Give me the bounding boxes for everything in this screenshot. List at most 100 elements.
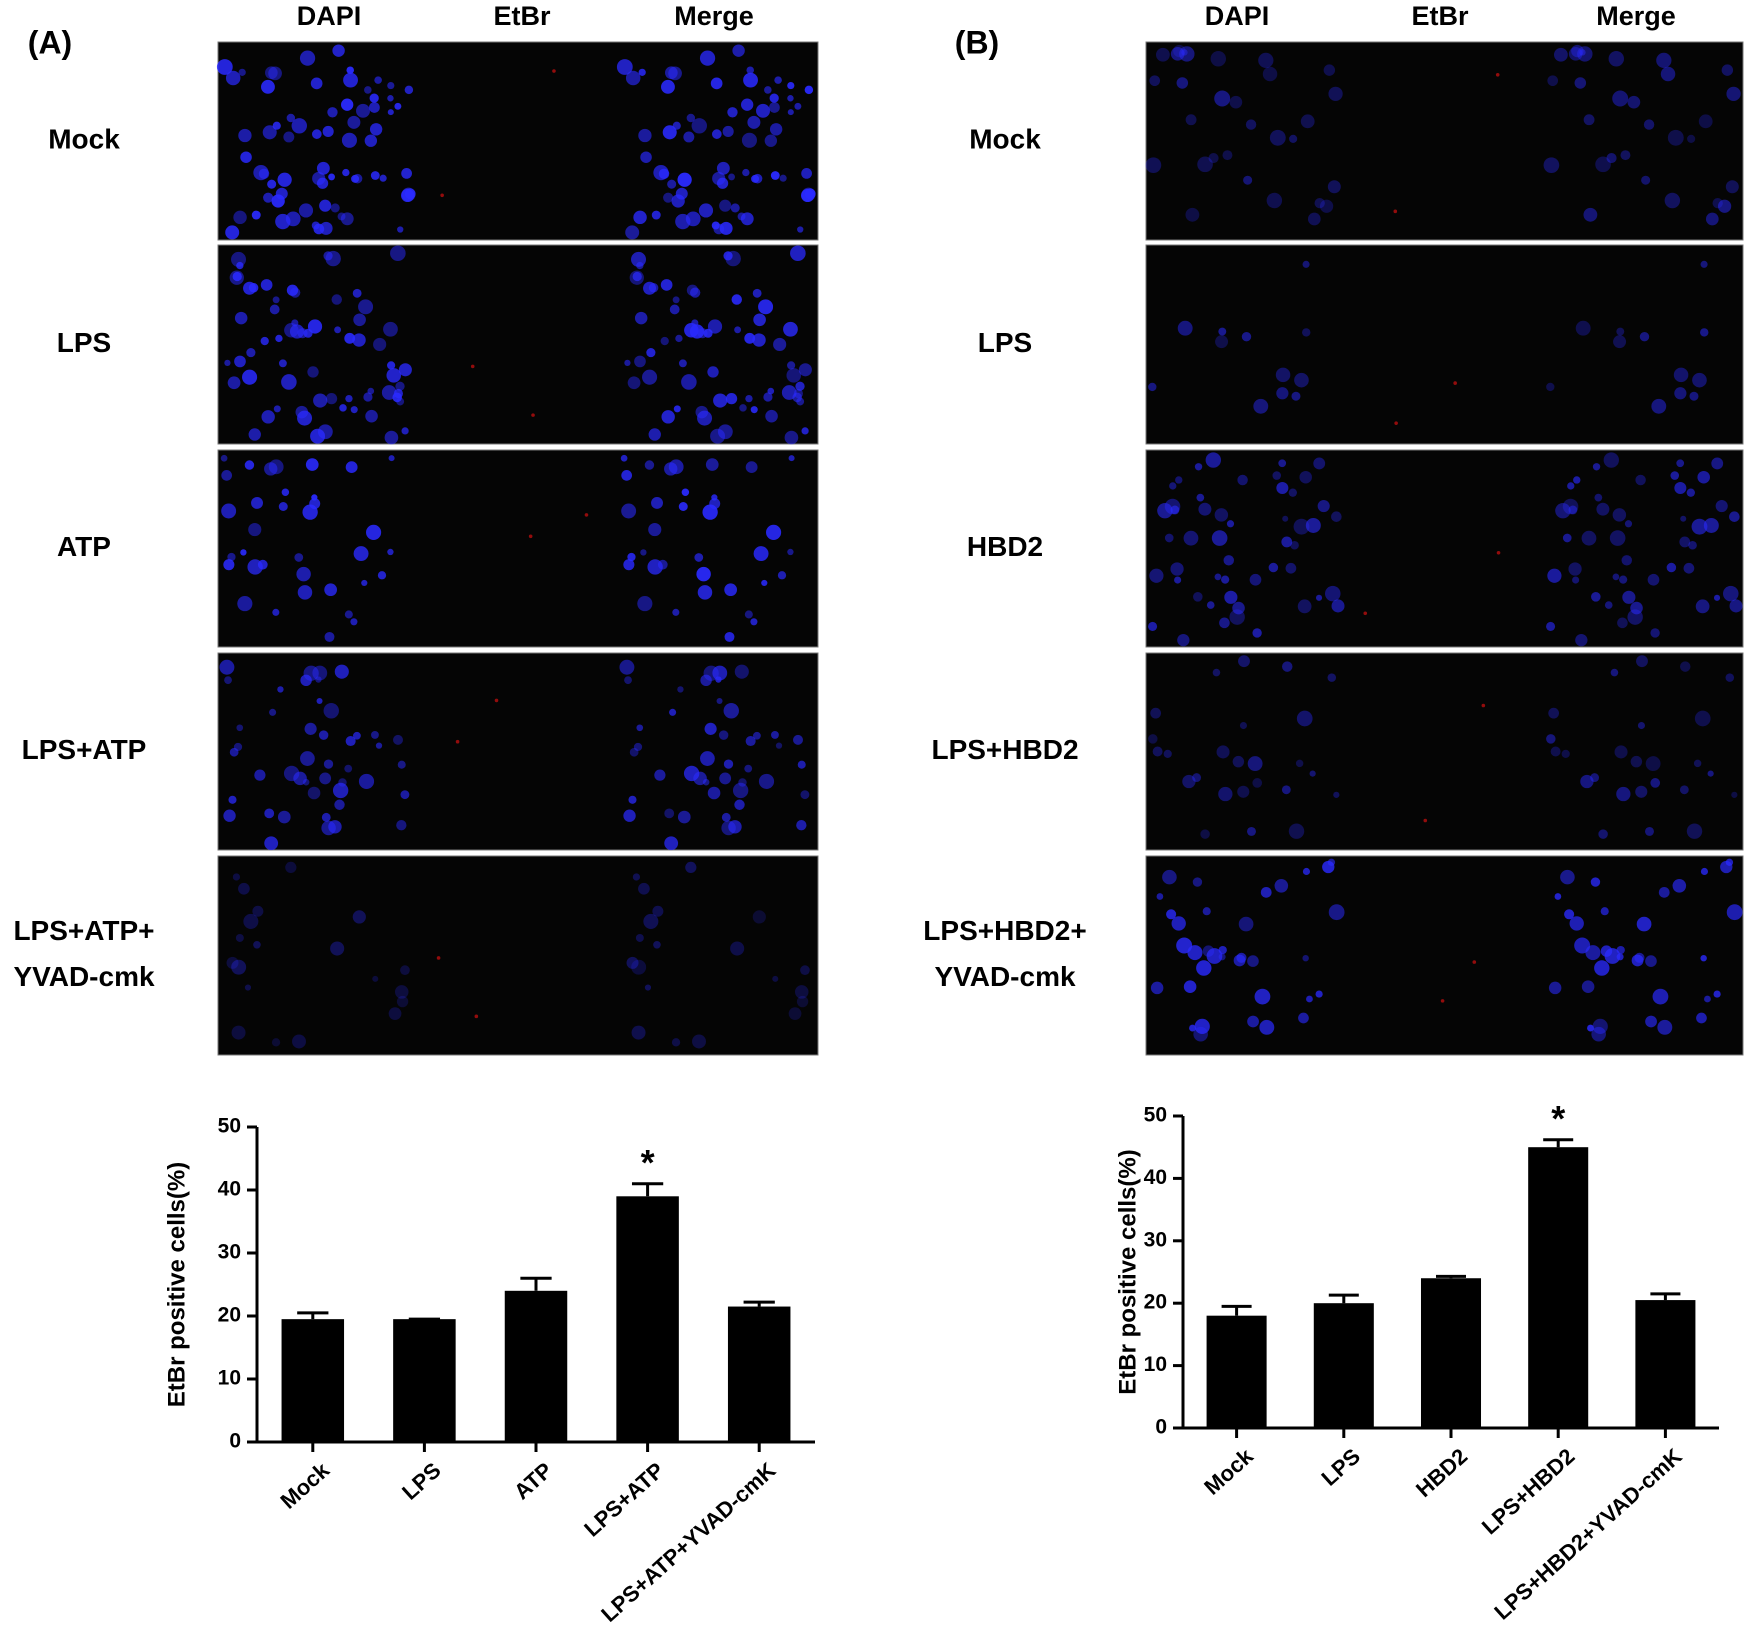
nucleus [254, 769, 266, 781]
nucleus [1148, 734, 1158, 744]
nucleus [711, 221, 720, 230]
nucleus [1547, 568, 1562, 583]
nucleus [1155, 47, 1170, 62]
nucleus [369, 102, 380, 113]
nucleus [685, 861, 697, 874]
nucleus [1616, 327, 1625, 336]
nucleus [240, 151, 252, 163]
nucleus [1608, 51, 1625, 67]
nucleus [317, 424, 333, 440]
nucleus [1218, 327, 1227, 336]
nucleus [1319, 199, 1334, 213]
nucleus [787, 95, 794, 102]
nucleus [366, 524, 382, 540]
nucleus [1252, 778, 1263, 788]
nucleus [1652, 988, 1669, 1005]
nucleus [243, 913, 259, 929]
nucleus [283, 765, 300, 782]
nucleus [1579, 49, 1586, 56]
nucleus [627, 552, 636, 562]
nucleus [1173, 44, 1186, 58]
nucleus [1630, 755, 1643, 768]
nucleus [353, 731, 361, 740]
nucleus [663, 192, 674, 203]
nucleus [275, 334, 283, 343]
nucleus [661, 79, 675, 94]
nucleus [800, 965, 810, 975]
nucleus [623, 809, 636, 822]
nucleus [1170, 47, 1185, 61]
y-tick-label: 20 [218, 1304, 241, 1327]
micrograph [1145, 244, 1744, 445]
nucleus [232, 873, 241, 881]
nucleus [231, 959, 247, 975]
nucleus [300, 751, 315, 766]
nucleus [794, 985, 809, 999]
nucleus [1695, 599, 1710, 614]
nucleus [721, 820, 736, 836]
nucleus [1327, 673, 1337, 682]
nucleus [307, 786, 321, 800]
nucleus [739, 404, 747, 412]
etbr-signal [1394, 421, 1398, 425]
nucleus [1302, 328, 1311, 337]
nucleus [796, 820, 807, 831]
nucleus [1674, 482, 1687, 495]
nucleus [272, 296, 280, 304]
nucleus [764, 134, 778, 147]
nucleus [1680, 515, 1687, 522]
nucleus [281, 374, 297, 390]
nucleus [1645, 756, 1661, 772]
nucleus [744, 332, 756, 344]
column-header: DAPI [297, 1, 362, 31]
nucleus [1252, 628, 1262, 638]
nucleus [672, 608, 680, 616]
nucleus [1613, 335, 1627, 349]
nucleus [1610, 668, 1619, 677]
nucleus [394, 102, 402, 110]
nucleus [1658, 886, 1670, 898]
nucleus [702, 504, 718, 520]
nucleus [1245, 119, 1257, 130]
nucleus [664, 836, 679, 851]
y-tick-label: 50 [1144, 1104, 1167, 1127]
error-bar [1221, 1304, 1252, 1316]
nucleus [313, 393, 328, 408]
nucleus [718, 730, 729, 740]
nucleus [1268, 562, 1279, 573]
nucleus [228, 795, 237, 804]
nucleus [1206, 601, 1215, 609]
nucleus [1210, 51, 1227, 67]
nucleus [697, 328, 708, 339]
nucleus [756, 103, 770, 118]
nucleus [1224, 590, 1238, 604]
nucleus [223, 809, 236, 822]
nucleus [1637, 721, 1646, 730]
nucleus [1595, 156, 1611, 173]
nucleus [648, 523, 662, 537]
panel-label: (A) [28, 24, 72, 60]
nucleus [624, 359, 631, 367]
nucleus [248, 523, 262, 537]
nucleus [244, 984, 252, 991]
nucleus [646, 347, 656, 358]
nucleus [1197, 156, 1213, 173]
nucleus [1574, 77, 1587, 89]
nucleus [1176, 937, 1193, 954]
etbr-signal [1481, 703, 1486, 708]
nucleus [401, 168, 412, 179]
nucleus [1612, 508, 1627, 522]
nucleus [1181, 49, 1188, 56]
nucleus [350, 618, 358, 626]
nucleus [724, 631, 735, 642]
nucleus [705, 458, 719, 471]
nucleus [1672, 879, 1687, 893]
nucleus [796, 995, 809, 1008]
nucleus [358, 773, 375, 790]
nucleus [764, 86, 772, 94]
nucleus [1170, 562, 1184, 576]
nucleus [297, 585, 313, 600]
nucleus [1179, 46, 1195, 62]
nucleus [1667, 129, 1684, 146]
